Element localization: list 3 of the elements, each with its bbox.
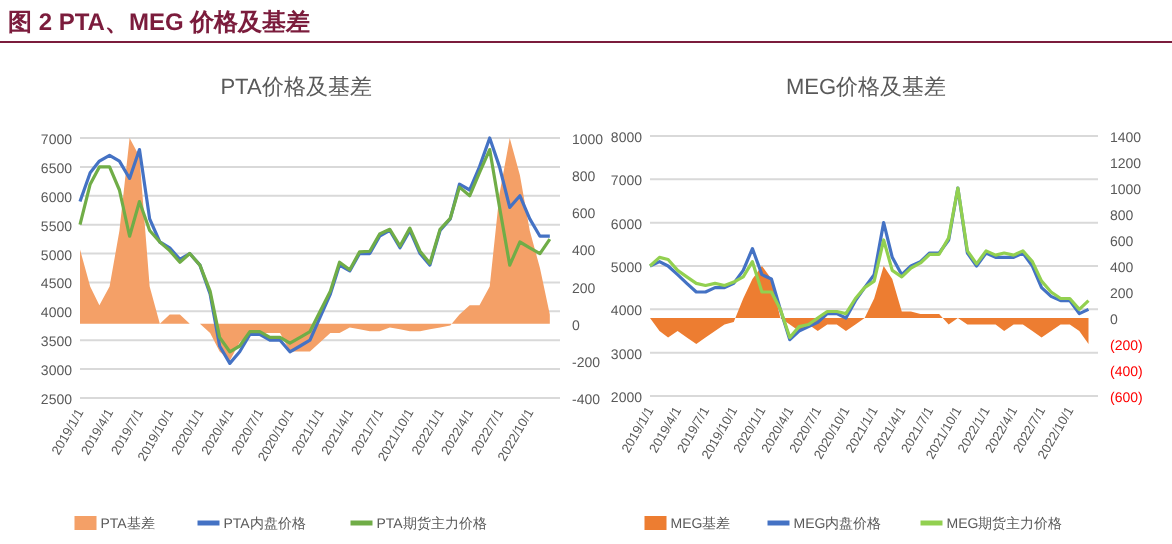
chart-title: MEG价格及基差 [785,74,947,100]
chart-title: PTA价格及基差 [220,74,372,100]
caption: 图 2 PTA、MEG 价格及基差 [8,8,311,36]
